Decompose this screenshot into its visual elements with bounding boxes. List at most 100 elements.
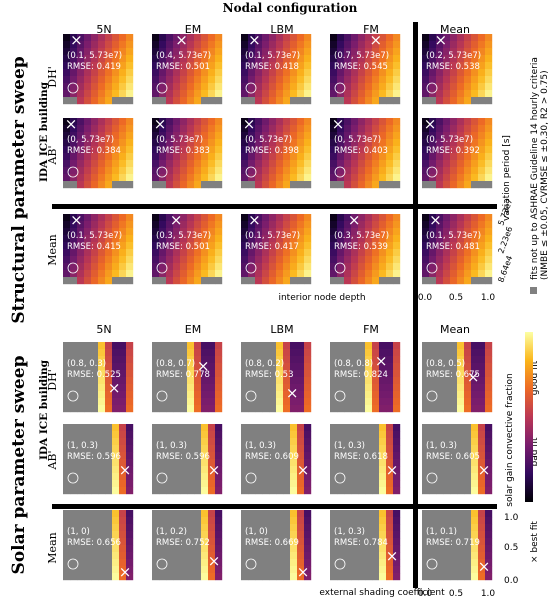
heatmap-cell — [283, 160, 291, 168]
heatmap-cell — [269, 459, 277, 467]
heatmap-cell — [478, 445, 486, 453]
heatmap-cell — [283, 363, 291, 371]
heatmap-cell — [126, 363, 134, 371]
heatmap-cell — [283, 277, 291, 285]
heatmap-cell — [91, 510, 99, 518]
heatmap-cell — [471, 370, 479, 378]
heatmap-cell — [372, 270, 380, 278]
heatmap-cell — [84, 270, 92, 278]
col-header: FM — [363, 23, 379, 36]
heatmap-cell — [365, 384, 373, 392]
heatmap-cell — [98, 510, 106, 518]
heatmap-cell — [180, 256, 188, 264]
heatmap-cell — [180, 69, 188, 77]
heatmap-cell — [187, 510, 195, 518]
heatmap-cell — [304, 370, 312, 378]
heatmap-cell — [304, 349, 312, 357]
heatmap-cell — [77, 452, 85, 460]
heatmap-cell — [201, 249, 209, 257]
heatmap-cell — [422, 90, 430, 98]
heatmap-cell — [84, 55, 92, 63]
heatmap-cell — [98, 83, 106, 91]
heatmap-panel: ×(1, 0.3)RMSE: 0.609 — [241, 424, 312, 495]
heatmap-cell — [241, 431, 249, 439]
heatmap-cell — [180, 76, 188, 84]
heatmap-cell — [77, 235, 85, 243]
heatmap-cell — [422, 573, 430, 581]
heatmap-cell — [91, 270, 99, 278]
heatmap-cell — [241, 181, 249, 189]
heatmap-cell — [248, 153, 256, 161]
heatmap-cell — [436, 524, 444, 532]
heatmap-cell — [379, 76, 387, 84]
heatmap-cell — [443, 83, 451, 91]
heatmap-cell — [105, 342, 113, 350]
heatmap-cell — [344, 235, 352, 243]
heatmap-cell — [450, 34, 458, 42]
heatmap-cell — [422, 473, 430, 481]
heatmap-cell — [269, 90, 277, 98]
heatmap-cell — [344, 214, 352, 222]
heatmap-cell — [173, 398, 181, 406]
heatmap-cell — [105, 249, 113, 257]
heatmap-cell — [443, 214, 451, 222]
heatmap-cell — [337, 370, 345, 378]
heatmap-cell — [70, 356, 78, 364]
heatmap-cell — [152, 384, 160, 392]
heatmap-cell — [351, 249, 359, 257]
y-tick: 8.64e4 — [496, 254, 514, 283]
heatmap-cell — [358, 510, 366, 518]
heatmap-cell — [201, 452, 209, 460]
heatmap-cell — [337, 221, 345, 229]
heatmap-cell — [84, 524, 92, 532]
heatmap-cell — [276, 174, 284, 182]
heatmap-cell — [276, 139, 284, 147]
heatmap-cell — [91, 466, 99, 474]
heatmap-cell — [215, 132, 223, 140]
heatmap-cell — [70, 41, 78, 49]
heatmap-cell — [180, 55, 188, 63]
heatmap-cell — [436, 487, 444, 495]
heatmap-cell — [358, 242, 366, 250]
heatmap-cell — [276, 531, 284, 539]
heatmap-cell — [208, 69, 216, 77]
heatmap-cell — [63, 76, 71, 84]
heatmap-cell — [77, 118, 85, 126]
heatmap-cell — [208, 235, 216, 243]
heatmap-cell — [152, 34, 160, 42]
x-tick: 1.0 — [481, 293, 496, 303]
heatmap-cell — [255, 473, 263, 481]
heatmap-cell — [393, 510, 401, 518]
heatmap-cell — [77, 242, 85, 250]
heatmap-cell — [358, 377, 366, 385]
heatmap-cell — [471, 167, 479, 175]
heatmap-cell — [70, 384, 78, 392]
heatmap-cell — [485, 573, 493, 581]
heatmap-cell — [478, 62, 486, 70]
heatmap-cell — [372, 405, 380, 413]
heatmap-cell — [471, 517, 479, 525]
heatmap-cell — [194, 235, 202, 243]
heatmap-cell — [344, 146, 352, 154]
heatmap-cell — [77, 69, 85, 77]
reference-circle — [156, 262, 168, 274]
heatmap-cell — [429, 349, 437, 357]
heatmap-cell — [241, 221, 249, 229]
heatmap-cell — [105, 473, 113, 481]
heatmap-cell — [166, 214, 174, 222]
heatmap-cell — [194, 531, 202, 539]
heatmap-cell — [443, 242, 451, 250]
heatmap-cell — [304, 391, 312, 399]
heatmap-cell — [241, 160, 249, 168]
heatmap-cell — [358, 97, 366, 105]
heatmap-cell — [262, 263, 270, 271]
heatmap-cell — [283, 90, 291, 98]
heatmap-cell — [77, 524, 85, 532]
heatmap-cell — [84, 69, 92, 77]
heatmap-cell — [379, 559, 387, 567]
heatmap-cell — [457, 153, 465, 161]
heatmap-cell — [276, 452, 284, 460]
heatmap-cell — [436, 34, 444, 42]
best-fit-label: (0.7, 5.73e7) — [334, 51, 389, 61]
heatmap-cell — [77, 48, 85, 56]
